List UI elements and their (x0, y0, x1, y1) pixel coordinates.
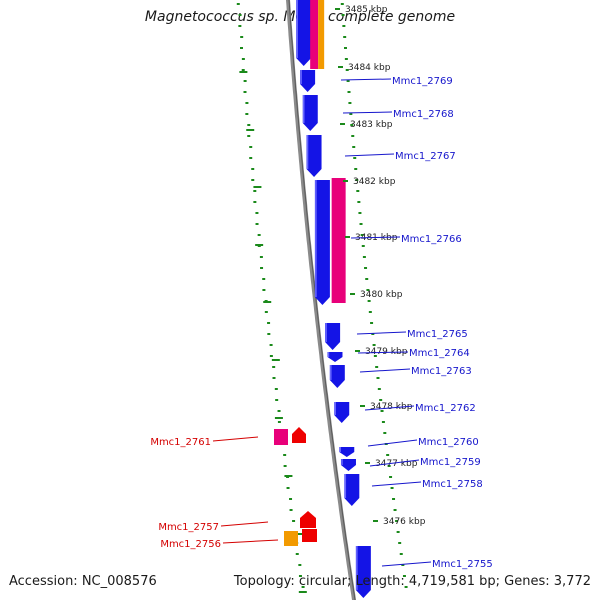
gene-leader-line (350, 236, 401, 239)
topology-label: Topology: circular; Length: 4,719,581 bp… (233, 574, 591, 589)
forward-gene-arrow (302, 95, 318, 131)
other-gene-block (284, 531, 298, 546)
gene-leader-line (371, 481, 422, 487)
forward-gene-label: Mmc1_2769 (392, 76, 453, 87)
kbp-tick-label: 3484 kbp (348, 63, 391, 73)
kbp-tick-label: 3485 kbp (345, 5, 388, 15)
backbone-shadow (288, 0, 356, 600)
forward-gene-arrow (306, 135, 322, 177)
forward-gene-arrow (355, 546, 371, 598)
kbp-tick-label: 3482 kbp (353, 177, 396, 187)
gene-leader-line (340, 78, 392, 81)
gene-leader-line (344, 153, 395, 157)
forward-gene-label: Mmc1_2760 (418, 437, 479, 448)
reverse-gene-label: Mmc1_2756 (160, 539, 221, 550)
forward-gene-arrow (329, 365, 345, 388)
gene-leader-line (359, 368, 411, 373)
other-gene-bar (318, 0, 325, 69)
reverse-gene-block (274, 429, 288, 445)
gene-features (274, 0, 371, 598)
gene-leader-line (212, 436, 259, 442)
kbp-tick-label: 3480 kbp (360, 290, 403, 300)
forward-gene-arrow (327, 352, 343, 362)
backbone-line (285, 0, 357, 600)
forward-gene-arrow (334, 402, 350, 423)
forward-gene-arrow (296, 0, 312, 66)
gene-leader-line (222, 539, 279, 544)
reverse-gene-bar (331, 178, 346, 303)
gene-leader-line (220, 521, 269, 527)
reverse-gene-bar (310, 0, 319, 69)
forward-gene-label: Mmc1_2767 (395, 151, 456, 162)
kbp-tick-label: 3477 kbp (375, 459, 418, 469)
forward-gene-label: Mmc1_2768 (393, 109, 454, 120)
gene-leader-line (381, 561, 432, 567)
forward-gene-arrow (314, 180, 330, 305)
forward-gene-label: Mmc1_2759 (420, 457, 481, 468)
reverse-gene-label: Mmc1_2757 (158, 522, 219, 533)
rna-gene-arrow (300, 511, 316, 528)
backbone (285, 0, 357, 600)
reverse-gene-label: Mmc1_2761 (150, 437, 211, 448)
rna-gene-block (302, 529, 317, 542)
forward-gene-arrow (344, 474, 360, 506)
kbp-tick-label: 3476 kbp (383, 517, 426, 527)
gene-leader-line (342, 111, 393, 114)
kbp-tick-label: 3481 kbp (355, 233, 398, 243)
gene-leader-line (357, 351, 409, 354)
gene-leader-line (369, 459, 420, 467)
gene-labels: Mmc1_2769 Mmc1_2768 Mmc1_2767 Mmc1_2766 Mmc1… (150, 76, 492, 570)
forward-gene-arrow (300, 70, 316, 92)
forward-gene-label: Mmc1_2762 (415, 403, 476, 414)
gene-leader-line (356, 331, 407, 335)
gene-leader-line (367, 439, 418, 447)
forward-gene-label: Mmc1_2766 (401, 234, 462, 245)
forward-gene-arrow (340, 459, 356, 471)
forward-gene-label: Mmc1_2763 (411, 366, 472, 377)
forward-gene-arrow (325, 323, 341, 350)
forward-gene-arrow (339, 447, 355, 457)
kbp-tick-label: 3478 kbp (370, 402, 413, 412)
forward-gene-label: Mmc1_2758 (422, 479, 483, 490)
gene-leader-line (364, 405, 415, 411)
forward-gene-label: Mmc1_2764 (409, 348, 470, 359)
forward-gene-label: Mmc1_2755 (432, 559, 493, 570)
forward-gene-label: Mmc1_2765 (407, 329, 468, 340)
rna-gene-arrow (292, 427, 306, 443)
kbp-tick-label: 3483 kbp (350, 120, 393, 130)
accession-label: Accession: NC_008576 (9, 574, 157, 589)
